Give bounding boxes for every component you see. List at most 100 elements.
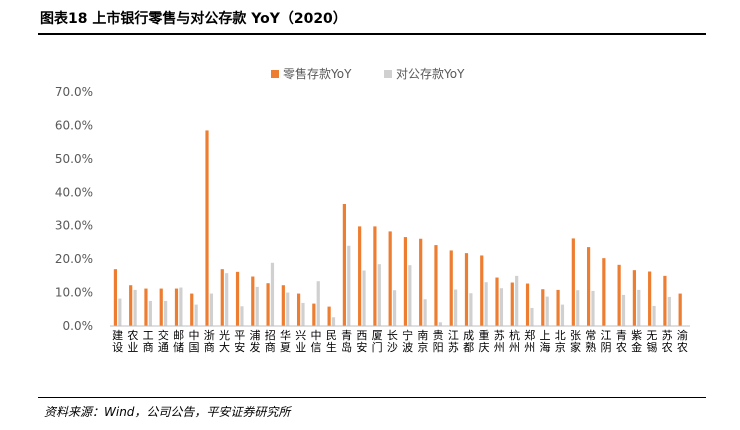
bars xyxy=(113,130,682,326)
bar-corporate xyxy=(576,290,580,326)
bar-retail xyxy=(556,289,560,326)
bar-corporate xyxy=(331,317,336,326)
x-category-label: 青岛 xyxy=(341,329,352,354)
bar-retail xyxy=(495,277,499,326)
bar-retail xyxy=(617,264,621,326)
bar-retail xyxy=(571,238,575,326)
bar-corporate xyxy=(591,290,595,326)
bar-corporate xyxy=(530,307,534,326)
bar-corporate xyxy=(270,262,275,326)
source-divider xyxy=(38,397,706,398)
bar-corporate xyxy=(667,296,671,326)
bar-retail xyxy=(449,250,453,326)
bar-retail xyxy=(388,231,392,326)
x-category-label: 农业 xyxy=(127,328,138,354)
source-note: 资料来源：Wind，公司公告，平安证券研究所 xyxy=(44,405,291,419)
y-tick-label: 60.0% xyxy=(55,118,93,132)
x-category-label: 工商 xyxy=(143,329,154,354)
x-category-label: 苏州 xyxy=(494,329,505,354)
x-category-label: 建设 xyxy=(112,328,123,354)
bar-corporate xyxy=(408,265,412,326)
bar-retail xyxy=(235,271,240,326)
x-category-label: 上海 xyxy=(540,329,551,354)
y-tick-label: 40.0% xyxy=(55,185,93,199)
x-category-label: 无锡 xyxy=(646,329,657,354)
x-category-label: 邮储 xyxy=(173,329,184,354)
bar-corporate xyxy=(454,289,458,326)
bar-retail xyxy=(205,130,209,326)
x-category-label: 重庆 xyxy=(478,328,489,354)
x-category-label: 常熟 xyxy=(585,329,596,354)
bar-retail xyxy=(174,288,179,326)
bar-retail xyxy=(129,285,133,326)
y-axis: 0.0% 10.0% 20.0% 30.0% 40.0% 50.0% 60.0% 70.0% xyxy=(55,85,93,333)
bar-corporate xyxy=(133,289,137,326)
bar-corporate xyxy=(164,300,168,326)
bar-corporate xyxy=(499,288,504,326)
bar-retail xyxy=(602,258,606,326)
bar-retail xyxy=(434,245,438,326)
x-category-label: 宁波 xyxy=(402,328,413,354)
bar-corporate xyxy=(240,306,244,326)
x-category-label: 西安 xyxy=(356,329,367,354)
y-tick-label: 20.0% xyxy=(55,252,93,266)
bar-retail xyxy=(464,253,469,326)
bar-corporate xyxy=(148,300,152,326)
y-tick-label: 0.0% xyxy=(63,319,94,333)
title-divider xyxy=(38,33,706,35)
x-category-label: 江苏 xyxy=(448,329,459,354)
bar-retail xyxy=(144,288,148,326)
x-axis-labels: 建设农业工商交通邮储中国浙商光大平安浦发招商华夏兴业中信民生青岛西安厦门长沙宁波… xyxy=(112,328,688,354)
x-category-label: 长沙 xyxy=(387,329,398,354)
bar-retail xyxy=(419,238,423,326)
x-category-label: 苏农 xyxy=(662,329,673,354)
x-category-label: 平安 xyxy=(234,329,245,354)
x-category-label: 渝农 xyxy=(677,328,688,354)
bar-corporate xyxy=(545,296,549,326)
x-category-label: 杭州 xyxy=(509,328,520,354)
x-category-label: 浦发 xyxy=(250,329,261,354)
bar-corporate xyxy=(255,286,259,326)
x-category-label: 郑州 xyxy=(524,328,535,354)
y-tick-label: 10.0% xyxy=(55,286,93,300)
bar-retail xyxy=(648,271,652,326)
x-category-label: 北京 xyxy=(555,329,566,354)
x-category-label: 紫金 xyxy=(631,329,642,354)
x-category-label: 成都 xyxy=(463,329,474,354)
figure-title: 图表18 上市银行零售与对公存款 YoY（2020） xyxy=(40,11,347,27)
bar-retail xyxy=(678,293,682,326)
legend-label-retail: 零售存款YoY xyxy=(283,66,352,81)
bar-corporate xyxy=(637,289,641,326)
bar-corporate xyxy=(469,293,473,326)
bar-retail xyxy=(663,275,667,326)
legend-swatch-corporate xyxy=(384,70,392,78)
bar-retail xyxy=(510,282,514,326)
bar-corporate xyxy=(652,305,656,326)
y-tick-label: 70.0% xyxy=(55,85,93,99)
x-category-label: 中国 xyxy=(188,329,199,354)
bar-retail xyxy=(525,283,530,326)
bar-corporate xyxy=(347,245,351,326)
bar-corporate xyxy=(316,281,320,326)
legend: 零售存款YoY 对公存款YoY xyxy=(271,66,465,81)
bar-corporate xyxy=(621,294,626,326)
x-category-label: 华夏 xyxy=(280,328,291,354)
x-category-label: 交通 xyxy=(158,328,169,354)
bar-retail xyxy=(632,270,636,326)
bar-corporate xyxy=(438,322,442,326)
y-tick-label: 50.0% xyxy=(55,152,93,166)
bar-retail xyxy=(251,276,255,326)
bar-retail xyxy=(480,255,484,326)
bar-retail xyxy=(312,303,316,326)
bar-retail xyxy=(327,306,331,326)
bar-retail xyxy=(373,226,377,326)
x-category-label: 民生 xyxy=(326,329,337,354)
x-category-label: 光大 xyxy=(219,328,230,354)
bar-retail xyxy=(159,288,163,326)
x-category-label: 招商 xyxy=(265,328,276,354)
bar-retail xyxy=(586,247,591,326)
x-category-label: 兴业 xyxy=(295,329,306,354)
legend-label-corporate: 对公存款YoY xyxy=(396,67,465,81)
x-category-label: 中信 xyxy=(311,329,322,354)
bar-retail xyxy=(541,289,545,326)
